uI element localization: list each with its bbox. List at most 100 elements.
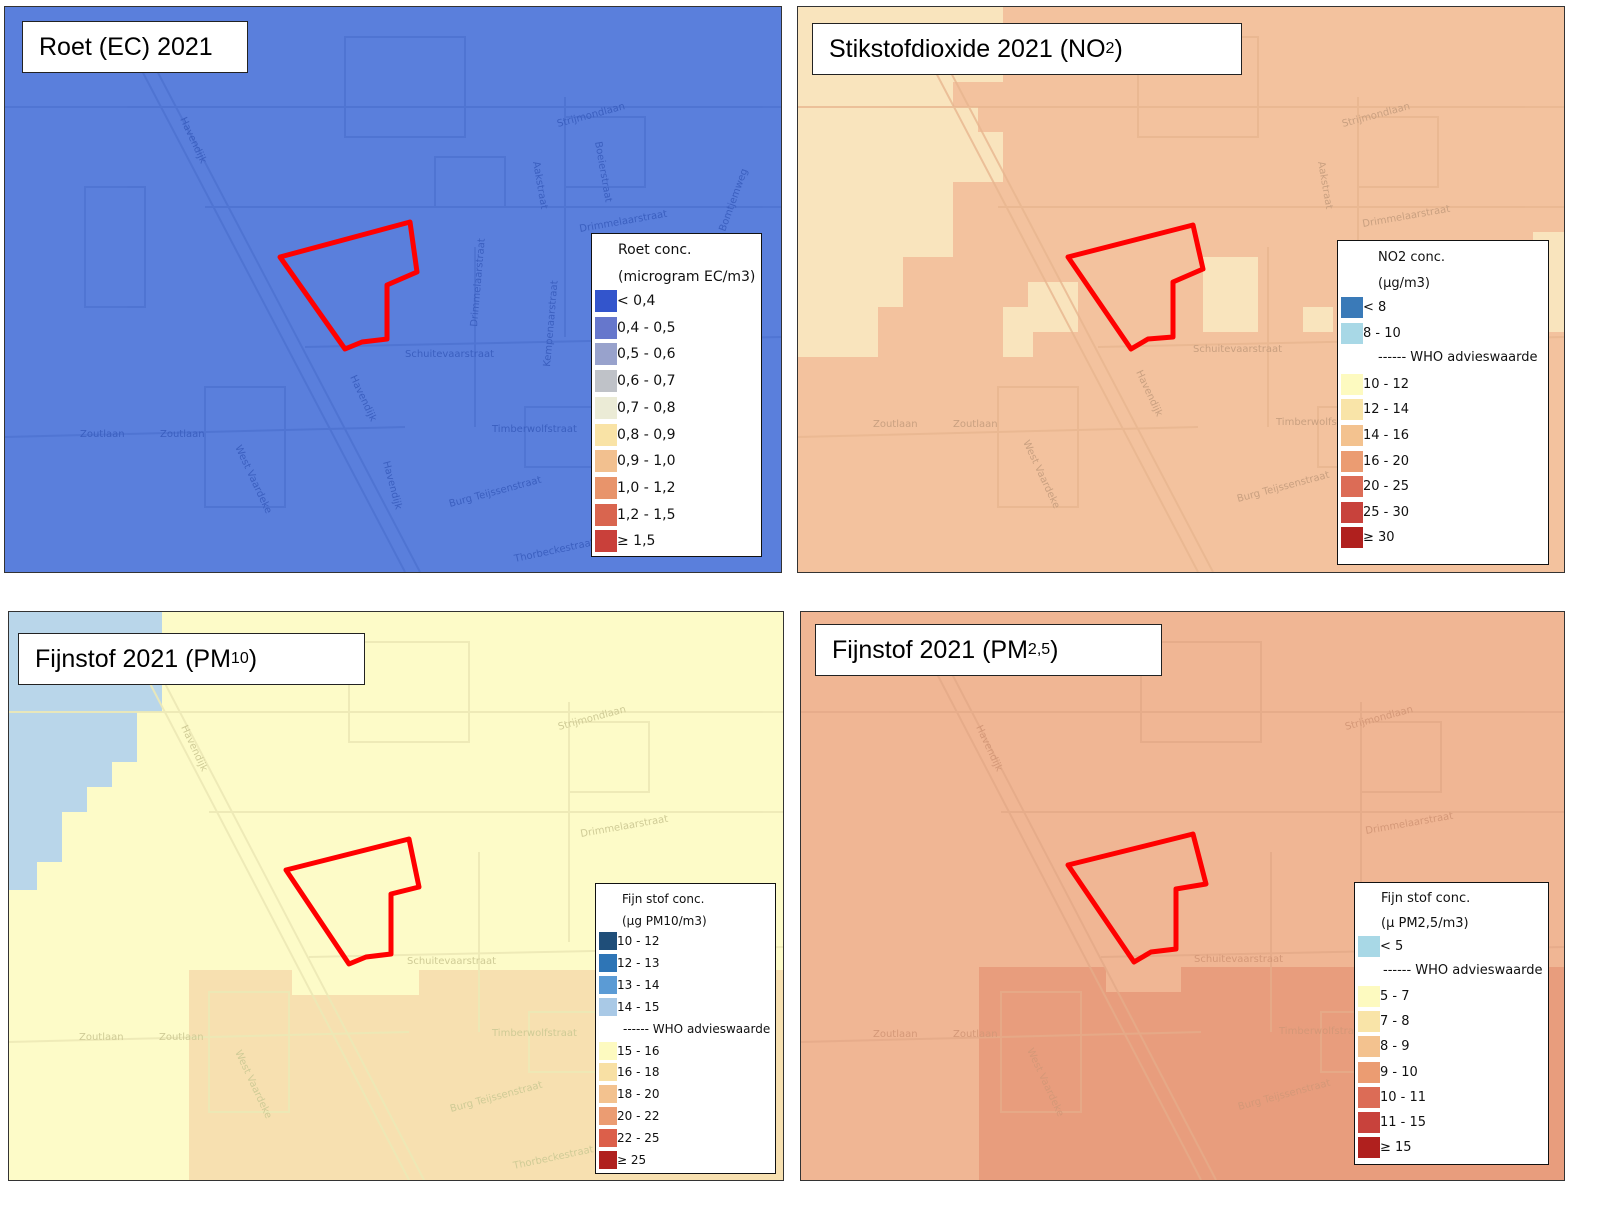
no2-low-zone: [798, 7, 1003, 357]
legend-entry: 11 - 15: [1358, 1111, 1426, 1133]
pm25-title-subscript: 2,5: [1027, 641, 1051, 658]
legend-label: 0,7 - 0,8: [617, 399, 676, 416]
legend-entry: < 0,4: [595, 290, 655, 312]
legend-unit: (µg PM10/m3): [622, 914, 707, 928]
legend-swatch: [595, 530, 617, 553]
panel-ec: Havendijk Strijmondlaan Drimmelaarstraat…: [4, 6, 782, 573]
street-label: Schuitevaarstraat: [1194, 954, 1283, 965]
legend-label: 7 - 8: [1380, 1014, 1410, 1030]
legend-label: < 8: [1363, 300, 1387, 315]
legend-entry: 8 - 10: [1341, 322, 1401, 344]
legend-swatch: [1341, 476, 1363, 498]
legend-swatch: [1341, 297, 1363, 318]
legend-label: 18 - 20: [617, 1087, 660, 1102]
legend-label: 20 - 25: [1363, 479, 1410, 495]
site-boundary: [283, 836, 422, 967]
legend-entry: 12 - 14: [1341, 399, 1409, 421]
no2-map-title: Stikstofdioxide 2021 (NO 2): [812, 23, 1242, 75]
legend-label: 10 - 12: [1363, 376, 1410, 392]
street-label: Zoutlaan: [873, 419, 918, 430]
who-guideline-label: ------ WHO advieswaarde: [623, 1021, 771, 1036]
legend-label: 12 - 13: [617, 955, 660, 970]
ec-title-text: Roet (EC) 2021: [39, 32, 213, 61]
legend-label: 25 - 30: [1363, 504, 1410, 520]
legend-entry: < 8: [1341, 297, 1386, 318]
legend-swatch: [1358, 936, 1380, 957]
legend-swatch: [1358, 1136, 1380, 1158]
legend-label: 22 - 25: [617, 1131, 660, 1146]
legend-swatch: [599, 1107, 617, 1126]
legend-entry: ≥ 1,5: [595, 530, 656, 553]
legend-entry: 22 - 25: [599, 1129, 660, 1148]
legend-swatch: [599, 1129, 617, 1148]
street-label: Schuitevaarstraat: [407, 956, 496, 967]
street-label: Zoutlaan: [953, 1029, 998, 1040]
legend-entry: 16 - 20: [1341, 450, 1410, 472]
street-label: Zoutlaan: [79, 1032, 124, 1043]
legend-title: Fijn stof conc.: [622, 892, 705, 906]
legend-label: < 5: [1380, 939, 1404, 954]
legend-swatch: [1341, 399, 1363, 421]
legend-label: 5 - 7: [1380, 989, 1410, 1005]
legend-swatch: [599, 953, 617, 972]
legend-entry: 0,8 - 0,9: [595, 423, 676, 446]
pm25-street-basemap: [801, 641, 1564, 1180]
legend-swatch: [1341, 501, 1363, 523]
site-boundary: [277, 219, 420, 352]
legend-unit: (microgram EC/m3): [618, 269, 756, 285]
legend-entry: 18 - 20: [599, 1085, 660, 1104]
legend-label: 1,2 - 1,5: [617, 506, 676, 523]
legend-entry: 14 - 15: [599, 997, 660, 1016]
pm10-legend: Fijn stof conc. (µg PM10/m3) 10 - 12 12 -…: [595, 883, 776, 1174]
legend-entry: 12 - 13: [599, 953, 660, 972]
ec-street-basemap: [5, 36, 781, 572]
legend-label: 0,8 - 0,9: [617, 426, 676, 443]
site-boundary: [1065, 222, 1206, 352]
legend-label: 1,0 - 1,2: [617, 479, 676, 496]
legend-entry: ≥ 25: [599, 1151, 646, 1169]
legend-entry: 13 - 14: [599, 975, 660, 994]
pm10-street-basemap: [9, 641, 783, 1180]
legend-swatch: [599, 997, 617, 1016]
panel-pm10: Strijmondlaan Drimmelaarstraat Schuiteva…: [8, 611, 784, 1181]
pm10-map-title: Fijnstof 2021 (PM 10): [18, 633, 365, 685]
legend-entry: 0,4 - 0,5: [595, 316, 676, 339]
legend-entry: 1,2 - 1,5: [595, 503, 676, 526]
legend-swatch: [599, 975, 617, 994]
legend-entry: 9 - 10: [1358, 1061, 1418, 1083]
legend-entry: 20 - 25: [1341, 476, 1410, 498]
ec-legend: Roet conc. (microgram EC/m3) < 0,4 0,4 - …: [591, 233, 762, 557]
legend-entry: 8 - 9: [1358, 1036, 1410, 1058]
legend-entry: 20 - 22: [599, 1107, 660, 1126]
legend-swatch: [1358, 1111, 1380, 1133]
legend-entry: 0,5 - 0,6: [595, 343, 675, 366]
legend-swatch: [595, 343, 617, 366]
legend-entry: < 5: [1358, 936, 1403, 957]
legend-swatch: [1341, 425, 1363, 446]
legend-label: 14 - 16: [1363, 428, 1410, 443]
legend-entry: ≥ 15: [1358, 1136, 1412, 1158]
legend-swatch: [595, 450, 617, 473]
legend-label: 9 - 10: [1380, 1064, 1418, 1080]
legend-label: < 0,4: [617, 293, 656, 309]
pm25-title-end: ): [1050, 635, 1059, 664]
street-label: Timberwolfstraat: [491, 1028, 577, 1039]
legend-swatch: [1341, 527, 1363, 549]
ec-map-title: Roet (EC) 2021: [22, 21, 248, 73]
legend-entry: 10 - 11: [1358, 1086, 1426, 1108]
street-label: Schuitevaarstraat: [405, 349, 494, 360]
legend-unit: (µ PM2,5/m3): [1381, 916, 1469, 931]
legend-label: 16 - 18: [617, 1065, 660, 1080]
legend-label: 16 - 20: [1363, 453, 1410, 469]
legend-entry: 7 - 8: [1358, 1011, 1410, 1033]
pm25-title-text: Fijnstof 2021 (PM: [832, 635, 1028, 664]
legend-label: ≥ 1,5: [617, 533, 656, 550]
legend-label: 20 - 22: [617, 1109, 660, 1124]
legend-swatch: [1341, 373, 1363, 395]
legend-title: NO2 conc.: [1378, 250, 1445, 265]
legend-label: 8 - 9: [1380, 1039, 1410, 1055]
street-label: Timberwolfstraat: [1275, 417, 1361, 428]
panel-pm25: Strijmondlaan Drimmelaarstraat Schuiteva…: [800, 611, 1565, 1181]
legend-label: 0,4 - 0,5: [617, 319, 676, 336]
legend-label: 13 - 14: [617, 977, 660, 992]
